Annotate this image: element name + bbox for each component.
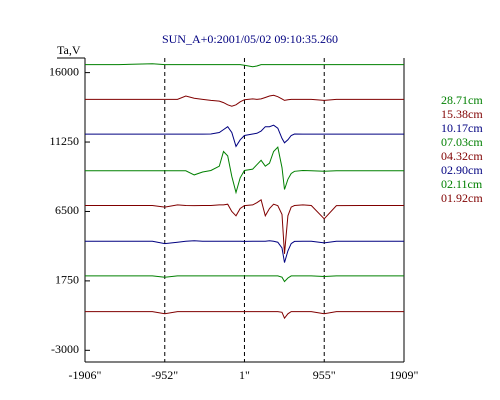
y-tick-label: 11250 <box>49 134 79 148</box>
series-line <box>85 198 404 254</box>
legend-label: 10.17cm <box>441 121 483 135</box>
legend-label: 15.38cm <box>441 107 483 121</box>
series-line <box>85 311 404 320</box>
y-tick-label: 6500 <box>55 203 79 217</box>
legend-label: 02.90cm <box>441 163 483 177</box>
y-axis-label: Ta,V <box>57 43 81 57</box>
legend-label: 07.03cm <box>441 135 483 149</box>
y-tick-label: 16000 <box>49 64 79 78</box>
legend-label: 02.11cm <box>441 177 483 191</box>
series-line <box>85 146 404 195</box>
legend-label: 01.92cm <box>441 191 483 205</box>
x-tick-label: 955" <box>313 368 336 382</box>
x-tick-label: 1909" <box>390 368 419 382</box>
y-tick-label: -3000 <box>51 342 79 356</box>
chart-title: SUN_A+0:2001/05/02 09:10:35.260 <box>162 32 338 46</box>
y-tick-label: 1750 <box>55 273 79 287</box>
series-line <box>85 94 404 107</box>
series-line <box>85 240 404 263</box>
legend-label: 28.71cm <box>441 93 483 107</box>
x-tick-label: -952" <box>151 368 178 382</box>
x-tick-label: -1906" <box>69 368 102 382</box>
x-tick-label: 1" <box>239 368 250 382</box>
series-line <box>85 124 404 148</box>
legend-label: 04.32cm <box>441 149 483 163</box>
series-line <box>85 63 404 68</box>
series-line <box>85 275 404 283</box>
